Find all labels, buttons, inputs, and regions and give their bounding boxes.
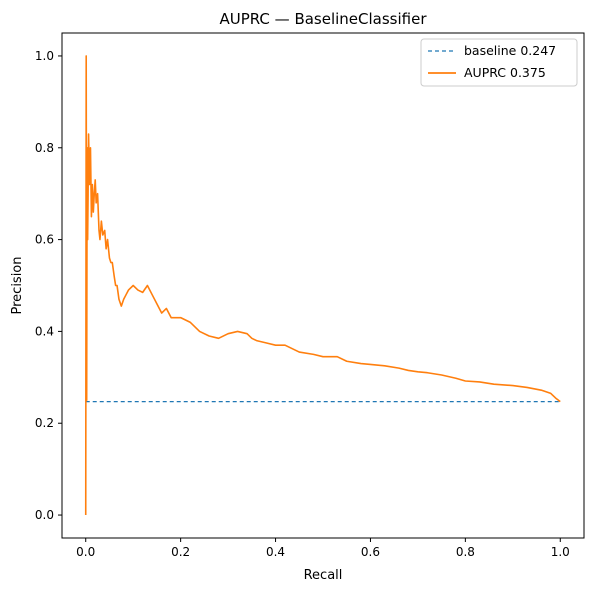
- auprc-series-line: [84, 55, 561, 516]
- y-tick-label: 0.0: [35, 508, 54, 522]
- plot-frame: [61, 32, 585, 539]
- x-tick-label: 0.4: [266, 545, 285, 559]
- x-tick-label: 1.0: [551, 545, 570, 559]
- y-tick-label: 0.6: [35, 233, 54, 247]
- x-tick-label: 0.8: [456, 545, 475, 559]
- legend: baseline 0.247 AUPRC 0.375: [420, 38, 578, 87]
- legend-box: [420, 38, 578, 87]
- x-axis-ticks: 0.0 0.2 0.4 0.6 0.8 1.0: [76, 538, 570, 559]
- y-tick-label: 0.2: [35, 416, 54, 430]
- chart-title: AUPRC — BaselineClassifier: [219, 10, 427, 28]
- y-tick-label: 0.8: [35, 141, 54, 155]
- y-axis-label: Precision: [10, 256, 25, 314]
- series-layer: [84, 55, 561, 516]
- y-axis-ticks: 0.0 0.2 0.4 0.6 0.8 1.0: [35, 49, 62, 522]
- x-axis-label: Recall: [304, 568, 343, 583]
- y-tick-label: 0.4: [35, 324, 54, 338]
- x-tick-label: 0.2: [171, 545, 190, 559]
- x-tick-label: 0.6: [361, 545, 380, 559]
- legend-label-baseline: baseline 0.247: [464, 43, 556, 58]
- legend-label-auprc: AUPRC 0.375: [464, 65, 546, 80]
- y-tick-label: 1.0: [35, 49, 54, 63]
- x-tick-label: 0.0: [76, 545, 95, 559]
